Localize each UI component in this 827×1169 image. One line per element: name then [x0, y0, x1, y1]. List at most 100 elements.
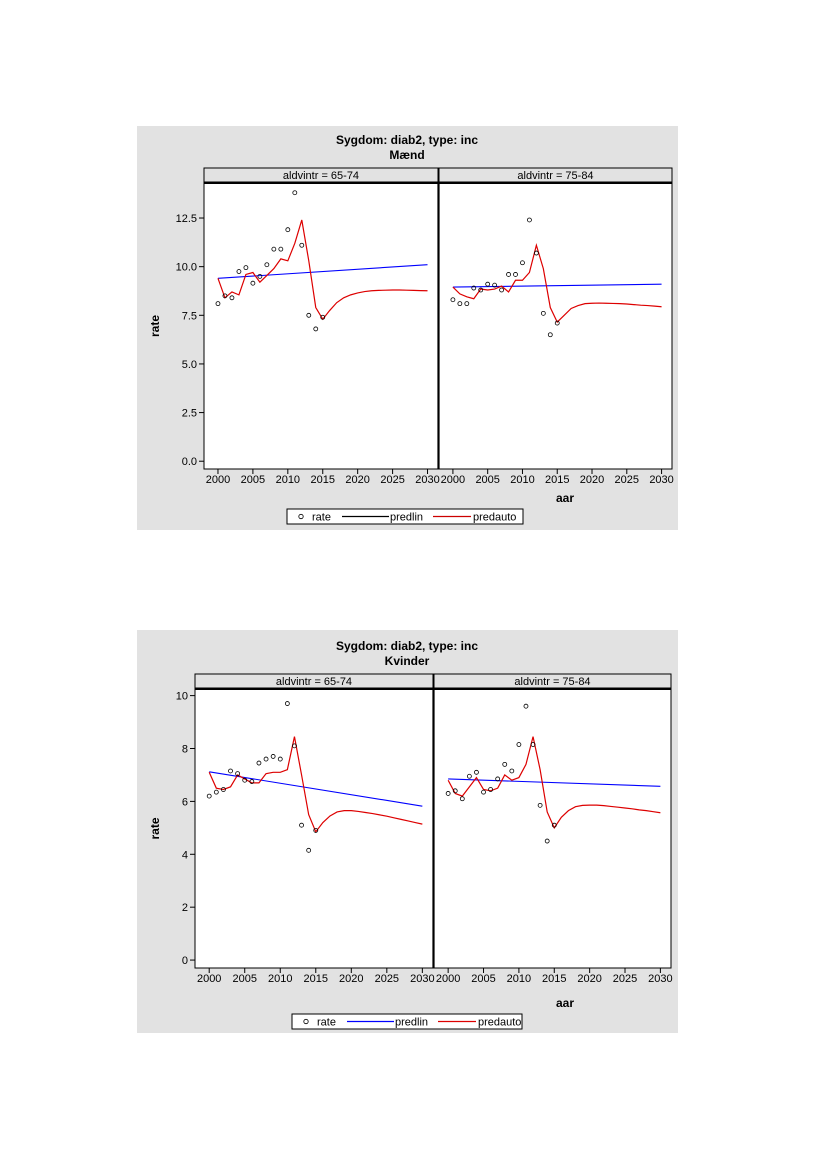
- rate-point: [285, 227, 291, 233]
- y-tick-label: 0: [182, 955, 188, 967]
- rate-point: [271, 246, 277, 252]
- x-tick-label: 2020: [580, 474, 604, 486]
- legend-box: [291, 1013, 523, 1030]
- rate-point: [306, 312, 312, 318]
- rate-point: [313, 828, 319, 833]
- rate-point: [533, 250, 539, 256]
- rate-point: [523, 703, 529, 709]
- rate-point: [299, 242, 305, 248]
- y-tick-label: 10: [176, 691, 188, 703]
- rate-point: [229, 295, 235, 301]
- panel-header-label: aldvintr = 75-84: [517, 170, 593, 182]
- rate-point: [263, 756, 269, 762]
- legend-label-predauto: predauto: [473, 512, 516, 524]
- x-tick-label: 2005: [471, 973, 495, 985]
- plot-area: [438, 182, 673, 470]
- rate-point: [278, 246, 284, 252]
- rate-point: [551, 822, 557, 828]
- rate-point: [243, 265, 249, 271]
- rate-point: [466, 773, 472, 779]
- rate-point: [277, 756, 283, 762]
- rate-point: [228, 768, 233, 774]
- rate-point: [527, 217, 532, 223]
- rate-point: [306, 847, 312, 853]
- rate-point: [485, 281, 491, 287]
- predauto-line: [447, 736, 661, 830]
- chart-figure-maend: Sygdom: diab2, type: inc Mænd 0.0 2.5 5.0 7.5…: [137, 126, 678, 530]
- rate-point: [516, 742, 522, 747]
- rate-point: [506, 272, 511, 277]
- rate-point: [320, 314, 326, 320]
- rate-point: [499, 287, 504, 293]
- rate-point: [250, 280, 256, 286]
- y-tick-label: 2: [182, 902, 188, 914]
- rate-point: [492, 282, 498, 288]
- rate-point: [452, 788, 458, 794]
- x-tick-label: 2030: [410, 973, 434, 985]
- rate-point: [313, 326, 319, 332]
- rate-point: [459, 796, 465, 802]
- rate-point: [284, 701, 290, 706]
- rate-point: [221, 787, 226, 792]
- rate-point: [292, 190, 298, 196]
- x-tick-label: 2025: [615, 474, 639, 486]
- x-tick-label: 2020: [577, 973, 601, 985]
- legend-label-predlin: predlin: [390, 512, 423, 524]
- y-tick-label: 4: [182, 849, 188, 861]
- rate-point: [530, 742, 536, 747]
- rate-point: [222, 293, 228, 299]
- rate-point: [544, 838, 550, 844]
- rate-point: [215, 301, 221, 307]
- x-tick-label: 2020: [345, 474, 369, 486]
- x-tick-label: 2015: [542, 973, 566, 985]
- chart-subtitle: Kvinder: [385, 654, 430, 668]
- legend-marker-rate: [298, 513, 304, 520]
- rate-point: [537, 802, 543, 808]
- predlin-line: [217, 264, 428, 279]
- x-tick-label: 2015: [311, 474, 335, 486]
- legend-label-predauto: predauto: [478, 1017, 521, 1029]
- plot-area: [433, 688, 672, 969]
- x-tick-label: 2000: [206, 474, 230, 486]
- x-tick-label: 2010: [276, 474, 300, 486]
- legend-marker-rate: [303, 1018, 309, 1025]
- rate-point: [256, 760, 262, 766]
- predlin-line: [448, 778, 661, 787]
- rate-point: [206, 793, 212, 799]
- x-tick-label: 2030: [648, 973, 672, 985]
- chart-title: Sygdom: diab2, type: inc: [336, 639, 478, 653]
- predauto-line: [452, 243, 662, 324]
- rate-point: [236, 269, 242, 274]
- rate-point: [474, 769, 479, 775]
- x-tick-label: 2030: [649, 474, 673, 486]
- rate-point: [554, 320, 560, 326]
- y-tick-label: 7.5: [182, 310, 197, 322]
- x-tick-label: 2025: [380, 474, 404, 486]
- legend-label-rate: rate: [312, 512, 331, 524]
- x-tick-label: 2025: [613, 973, 637, 985]
- chart-figure-kvinder: Sygdom: diab2, type: inc Kvinder 0 2 4 6 8 10 ra…: [137, 630, 678, 1033]
- x-tick-label: 2005: [475, 474, 499, 486]
- rate-point: [481, 789, 486, 795]
- x-tick-label: 2010: [507, 973, 531, 985]
- y-tick-label: 2.5: [182, 408, 197, 420]
- x-tick-label: 2030: [415, 474, 439, 486]
- x-tick-label: 2005: [241, 474, 265, 486]
- x-tick-label: 2000: [436, 973, 460, 985]
- x-axis-label: aar: [556, 996, 574, 1010]
- rate-point: [457, 301, 463, 307]
- rate-point: [502, 761, 508, 767]
- rate-point: [495, 776, 501, 782]
- panel-header-label: aldvintr = 65-74: [276, 676, 352, 688]
- y-tick-label: 12.5: [176, 213, 197, 225]
- rate-point: [509, 768, 515, 774]
- predlin-line: [209, 771, 423, 807]
- rate-point: [450, 297, 456, 303]
- rate-point: [547, 332, 553, 338]
- x-axis-label: aar: [556, 491, 574, 505]
- y-tick-label: 5.0: [182, 359, 197, 371]
- rate-point: [488, 787, 493, 792]
- rate-point: [540, 310, 546, 316]
